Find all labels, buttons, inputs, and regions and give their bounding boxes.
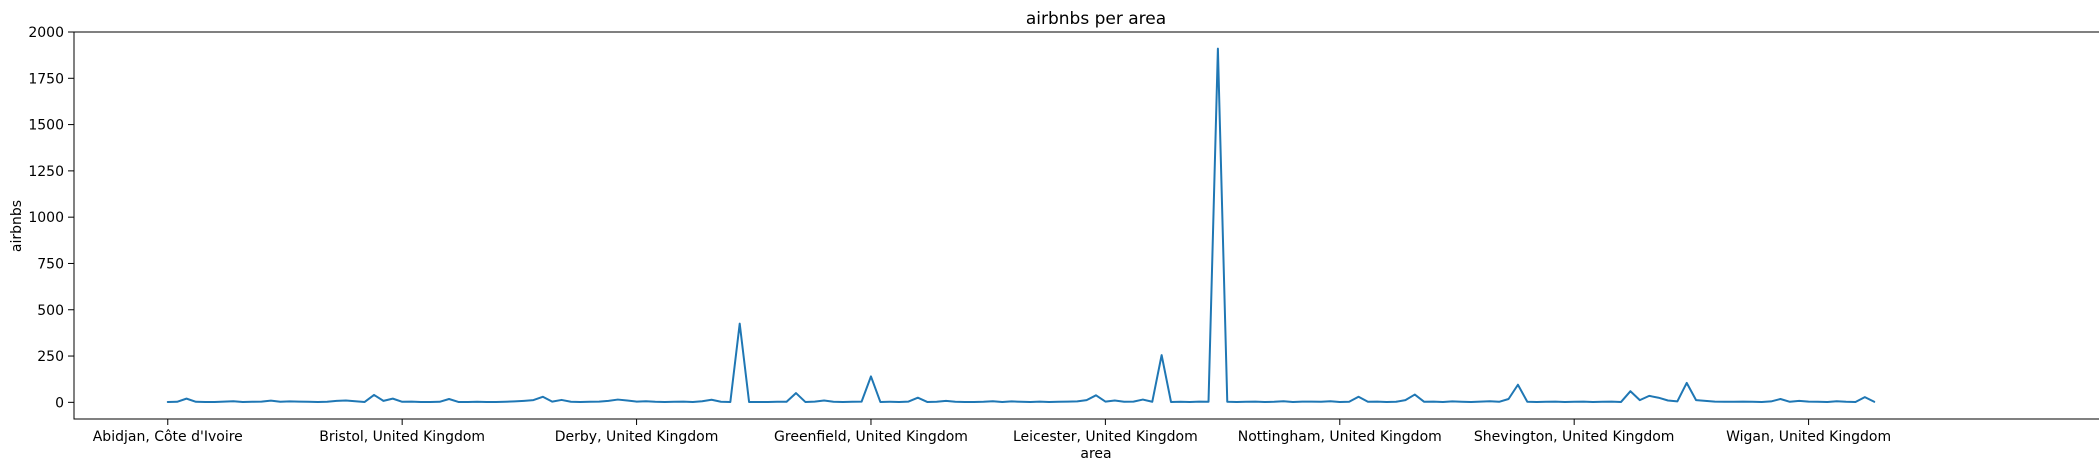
y-tick-label: 1750 xyxy=(28,71,64,87)
y-tick-label: 0 xyxy=(55,395,64,411)
chart-title: airbnbs per area xyxy=(1026,9,1166,29)
x-axis-label: area xyxy=(1080,446,1111,462)
x-tick-label: Bristol, United Kingdom xyxy=(319,429,485,445)
x-tick-label: Derby, United Kingdom xyxy=(555,429,719,445)
x-tick-label: Shevington, United Kingdom xyxy=(1474,429,1675,445)
x-tick-label: Nottingham, United Kingdom xyxy=(1238,429,1442,445)
x-tick-label: Wigan, United Kingdom xyxy=(1726,429,1891,445)
x-tick-label: Abidjan, Côte d'Ivoire xyxy=(93,429,243,445)
y-axis-label: airbnbs xyxy=(9,200,25,252)
y-axis: 0 250 500 750 1000 1250 1500 1750 2000 xyxy=(28,25,74,411)
x-tick-label: Leicester, United Kingdom xyxy=(1013,429,1198,445)
y-tick-label: 2000 xyxy=(28,25,64,41)
series-layer xyxy=(166,47,1876,403)
y-tick-label: 500 xyxy=(37,303,64,319)
y-tick-label: 750 xyxy=(37,256,64,272)
y-tick-label: 1000 xyxy=(28,210,64,226)
x-axis: Abidjan, Côte d'Ivoire Bristol, United Ki… xyxy=(93,419,1891,445)
x-tick-label: Greenfield, United Kingdom xyxy=(774,429,968,445)
series-line-airbnbs xyxy=(166,47,1876,403)
y-tick-label: 250 xyxy=(37,349,64,365)
y-tick-label: 1500 xyxy=(28,118,64,134)
y-tick-label: 1250 xyxy=(28,164,64,180)
plot-area xyxy=(73,31,2099,420)
